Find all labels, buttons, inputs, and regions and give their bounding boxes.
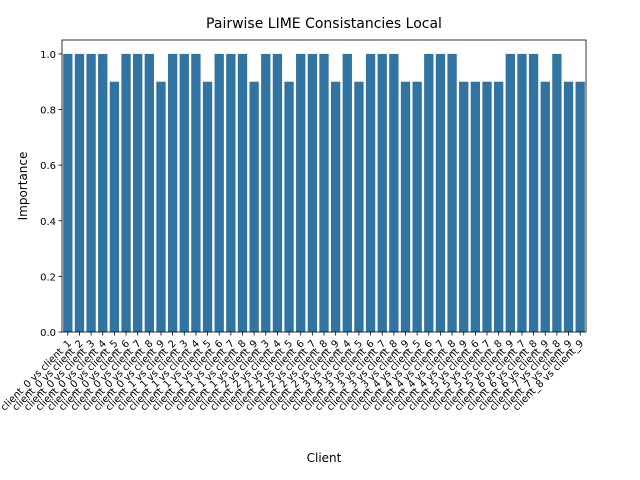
- bar: [74, 53, 85, 333]
- bar: [226, 53, 236, 333]
- bar: [202, 81, 213, 332]
- bar: [179, 53, 189, 333]
- chart-title: Pairwise LIME Consistancies Local: [206, 16, 442, 32]
- bar: [540, 81, 550, 332]
- bar: [109, 81, 120, 332]
- x-axis-label: Client: [307, 451, 342, 465]
- bar: [214, 53, 224, 333]
- bar: [342, 53, 352, 333]
- y-tick-label: 0.8: [40, 106, 56, 117]
- bar: [459, 81, 469, 332]
- bar: [482, 81, 492, 332]
- bar: [470, 81, 481, 332]
- bar: [319, 53, 329, 333]
- bar: [330, 81, 341, 332]
- bar: [249, 81, 259, 332]
- y-tick-label: 0.2: [40, 272, 56, 283]
- bar: [98, 53, 108, 333]
- y-axis: 0.0 0.2 0.4 0.6 0.8 1.0: [40, 50, 62, 339]
- bar: [284, 81, 294, 332]
- bar: [237, 53, 248, 333]
- bar: [156, 81, 166, 332]
- bar: [447, 53, 457, 333]
- y-tick-label: 1.0: [40, 50, 56, 61]
- bar: [121, 53, 131, 333]
- bar: [365, 53, 376, 333]
- bar: [494, 81, 504, 332]
- bar: [412, 81, 422, 332]
- bar: [400, 81, 411, 332]
- bar: [575, 81, 585, 332]
- bar: [389, 53, 399, 333]
- bar: [191, 53, 201, 333]
- bar: [552, 53, 562, 333]
- bar: [261, 53, 271, 333]
- bar: [354, 81, 364, 332]
- bar: [86, 53, 96, 333]
- bar: [528, 53, 539, 333]
- bar: [563, 81, 574, 332]
- bar: [435, 53, 446, 333]
- y-tick-label: 0.6: [40, 161, 56, 172]
- bar: [133, 53, 143, 333]
- bar: [167, 53, 178, 333]
- y-tick-label: 0.0: [40, 328, 56, 339]
- y-tick-label: 0.4: [40, 217, 56, 228]
- bar: [505, 53, 515, 333]
- bar: [307, 53, 318, 333]
- bar: [517, 53, 527, 333]
- bar: [424, 53, 434, 333]
- bar: [377, 53, 387, 333]
- bar: [296, 53, 306, 333]
- bar: [272, 53, 283, 333]
- bars-group: [63, 53, 585, 333]
- bar: [63, 53, 73, 333]
- bar: [144, 53, 154, 333]
- plot-frame: [61, 39, 587, 333]
- y-axis-label: Importance: [16, 152, 30, 221]
